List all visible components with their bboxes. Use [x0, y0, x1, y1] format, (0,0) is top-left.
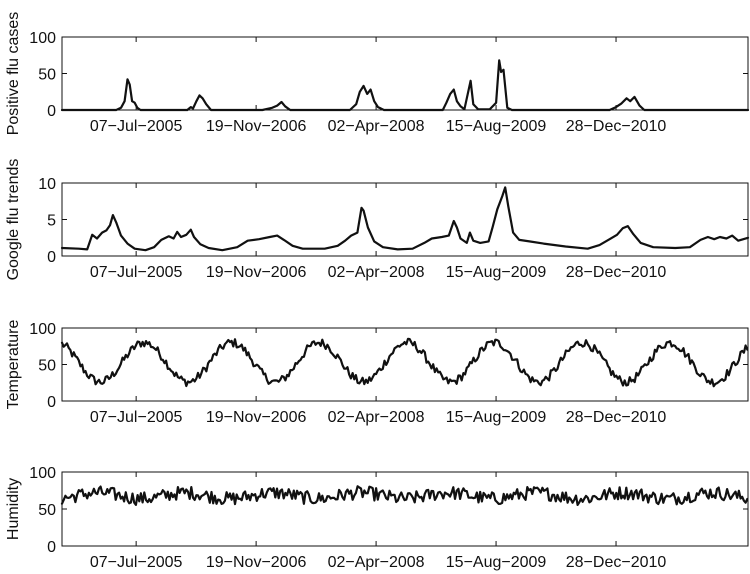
x-tick-label: 19−Nov−2006: [206, 118, 307, 135]
y-tick-label: 50: [38, 67, 56, 84]
y-tick-label: 50: [38, 358, 56, 375]
y-tick-label: 0: [47, 103, 56, 120]
x-tick-label: 15−Aug−2009: [446, 554, 547, 571]
y-tick-label: 0: [47, 249, 56, 266]
y-tick-label: 50: [38, 502, 56, 519]
chart-panel-3: 0 50 100 07−Jul−2005 19−Nov−2006 02−Apr−2008 1…: [5, 319, 749, 426]
y-axis-label: Temperature: [5, 319, 22, 409]
x-tick-label: 07−Jul−2005: [90, 118, 183, 135]
x-tick-label: 15−Aug−2009: [446, 409, 547, 426]
y-axis-label: Google flu trends: [5, 159, 22, 281]
series-line: [60, 337, 749, 388]
x-tick-label: 15−Aug−2009: [446, 118, 547, 135]
series-line: [60, 59, 750, 112]
series-line: [60, 485, 749, 506]
x-tick-label: 02−Apr−2008: [328, 118, 425, 135]
y-axis-label: Humidity: [5, 478, 22, 540]
x-tick-label: 19−Nov−2006: [206, 409, 307, 426]
x-tick-label: 02−Apr−2008: [328, 264, 425, 281]
x-tick-label: 07−Jul−2005: [90, 409, 183, 426]
x-tick-label: 28−Dec−2010: [566, 264, 667, 281]
x-tick-label: 07−Jul−2005: [90, 264, 183, 281]
y-axis-label: Positive flu cases: [5, 12, 22, 136]
y-tick-label: 5: [47, 213, 56, 230]
x-tick-label: 28−Dec−2010: [566, 554, 667, 571]
plot-frame: [61, 471, 749, 547]
x-tick-label: 28−Dec−2010: [566, 118, 667, 135]
series-line: [60, 186, 750, 252]
chart-panel-1: 0 50 100 07−Jul−2005 19−Nov−2006 02−Apr−2008 1…: [5, 12, 750, 136]
y-tick-label: 100: [29, 465, 56, 482]
y-tick-label: 100: [29, 321, 56, 338]
x-tick-label: 19−Nov−2006: [206, 554, 307, 571]
chart-panel-4: 0 50 100 07−Jul−2005 19−Nov−2006 02−Apr−2008 1…: [5, 465, 749, 571]
x-tick-label: 07−Jul−2005: [90, 554, 183, 571]
x-tick-label: 15−Aug−2009: [446, 264, 547, 281]
x-tick-label: 19−Nov−2006: [206, 264, 307, 281]
x-tick-label: 02−Apr−2008: [328, 409, 425, 426]
chart-panel-2: 0 5 10 07−Jul−2005 19−Nov−2006 02−Apr−2008 15−…: [5, 159, 750, 281]
plot-frame: [61, 36, 749, 111]
x-tick-label: 02−Apr−2008: [328, 554, 425, 571]
x-tick-label: 28−Dec−2010: [566, 409, 667, 426]
y-tick-label: 100: [29, 30, 56, 47]
y-tick-label: 10: [38, 176, 56, 193]
y-tick-label: 0: [47, 539, 56, 556]
y-tick-label: 0: [47, 394, 56, 411]
